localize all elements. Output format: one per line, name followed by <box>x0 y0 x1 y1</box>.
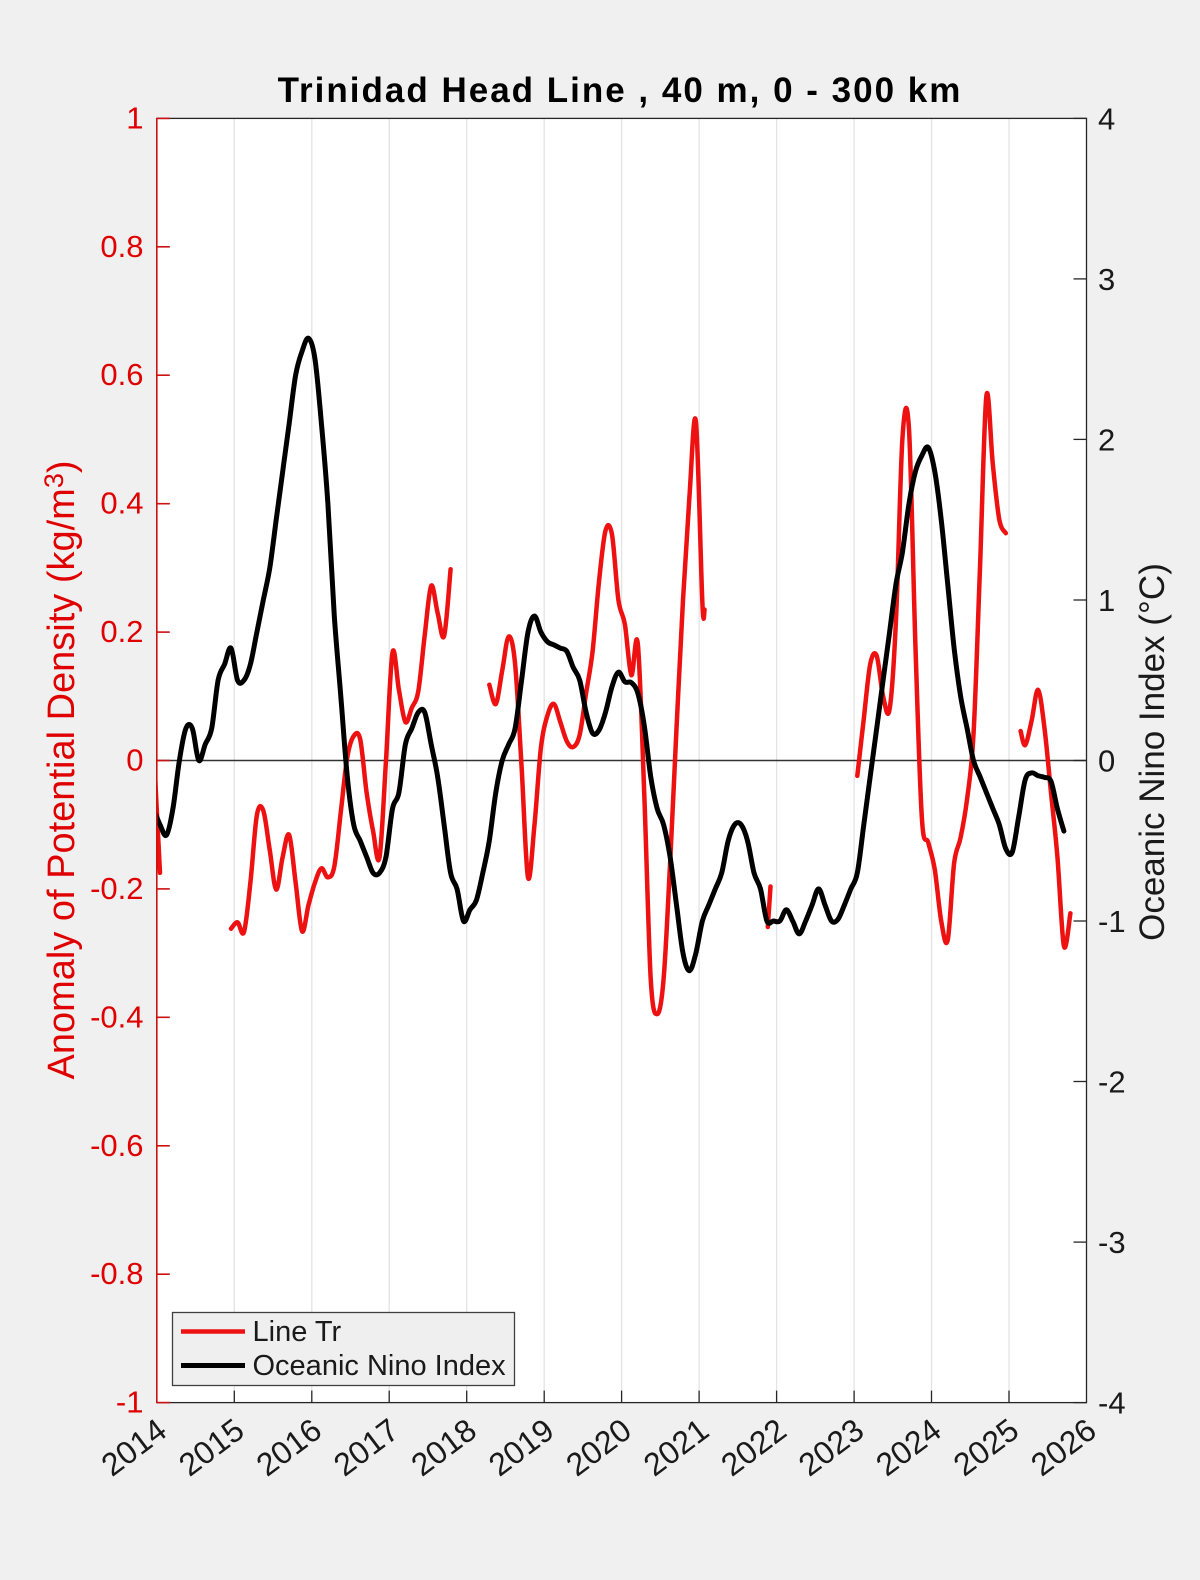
svg-text:3: 3 <box>1098 262 1115 297</box>
svg-text:Oceanic Nino Index (°C): Oceanic Nino Index (°C) <box>1133 563 1172 941</box>
svg-text:1: 1 <box>126 100 143 135</box>
svg-text:-1: -1 <box>116 1385 144 1420</box>
svg-text:4: 4 <box>1098 101 1115 136</box>
svg-text:-1: -1 <box>1098 904 1126 939</box>
svg-text:Anomaly of Potential Density (: Anomaly of Potential Density (kg/m3) <box>39 460 83 1079</box>
svg-text:Trinidad Head Line , 40 m, 0 -: Trinidad Head Line , 40 m, 0 - 300 km <box>278 71 963 110</box>
svg-text:Oceanic Nino Index: Oceanic Nino Index <box>253 1350 507 1382</box>
svg-text:0: 0 <box>126 743 143 778</box>
svg-text:-0.4: -0.4 <box>90 999 143 1034</box>
svg-text:1: 1 <box>1098 583 1115 618</box>
svg-text:Line Tr: Line Tr <box>253 1316 342 1348</box>
svg-text:-0.6: -0.6 <box>90 1128 143 1163</box>
svg-text:0.4: 0.4 <box>100 486 143 521</box>
svg-text:0.8: 0.8 <box>100 229 143 264</box>
svg-text:2: 2 <box>1098 422 1115 457</box>
svg-text:0.2: 0.2 <box>100 614 143 649</box>
svg-text:-0.8: -0.8 <box>90 1256 143 1291</box>
svg-text:0: 0 <box>1098 744 1115 779</box>
svg-text:0.6: 0.6 <box>100 357 143 392</box>
svg-text:-4: -4 <box>1098 1386 1126 1421</box>
svg-text:-3: -3 <box>1098 1225 1126 1260</box>
svg-text:-2: -2 <box>1098 1065 1126 1100</box>
svg-text:-0.2: -0.2 <box>90 871 143 906</box>
